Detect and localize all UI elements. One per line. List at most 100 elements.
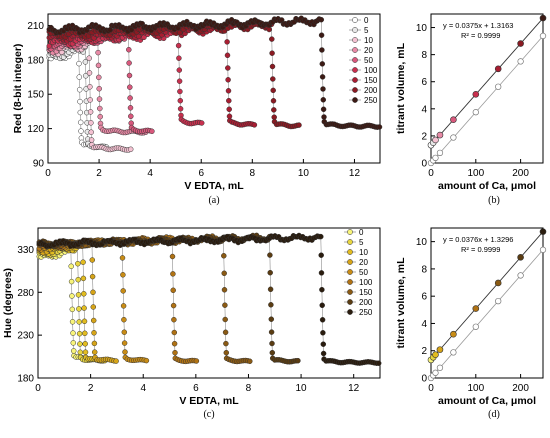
x-axis-label: amount of Ca, μmol: [438, 395, 536, 407]
data-point: [95, 62, 102, 69]
reference-point: [472, 109, 479, 116]
legend-label: 50: [359, 268, 368, 277]
y-tick-label: 210: [27, 21, 44, 32]
data-point: [271, 107, 277, 113]
plot-frame: [47, 13, 381, 164]
data-point: [90, 289, 96, 296]
data-point: [320, 341, 327, 347]
y-tick-label: 10: [416, 237, 428, 248]
data-point: [77, 109, 84, 116]
data-point: [319, 47, 325, 53]
y-axis-label: titrant volume, mL: [395, 42, 407, 134]
panel-label: (c): [203, 409, 214, 420]
y-tick-label: 180: [17, 374, 34, 385]
plot-frame: [37, 227, 381, 379]
data-point: [77, 349, 84, 356]
legend-label: 250: [364, 96, 378, 105]
legend-label: 20: [364, 46, 373, 55]
data-point: [126, 72, 133, 79]
data-point: [69, 319, 76, 325]
y-tick-label: 280: [17, 288, 34, 299]
x-tick-label: 2: [88, 383, 94, 394]
y-tick-label: 2: [421, 346, 427, 357]
data-point: [494, 279, 502, 287]
legend-label: 250: [359, 308, 373, 317]
data-point: [119, 255, 126, 261]
data-point: [320, 86, 326, 92]
data-point: [268, 302, 274, 308]
legend-marker: [347, 229, 353, 235]
y-axis-label: Hue (degrees): [2, 268, 14, 338]
y-tick-label: 4: [421, 319, 427, 330]
x-tick-label: 12: [349, 168, 361, 179]
data-point: [223, 340, 229, 347]
data-point: [176, 78, 183, 84]
legend-label: 200: [364, 86, 378, 95]
data-point: [472, 305, 480, 312]
data-point: [97, 113, 103, 120]
data-point: [319, 317, 326, 323]
reference-point: [436, 364, 444, 371]
legend-label: 10: [364, 36, 373, 45]
data-point: [376, 124, 383, 130]
legend-label: 20: [359, 258, 368, 267]
x-axis-label: amount of Ca, μmol: [438, 180, 536, 192]
y-tick-label: 8: [421, 264, 427, 275]
data-point: [95, 49, 101, 56]
data-point: [149, 128, 155, 135]
series-200: [36, 232, 301, 365]
legend-label: 5: [364, 26, 369, 35]
data-point: [268, 316, 275, 322]
data-point: [225, 65, 231, 71]
data-point: [318, 233, 324, 240]
data-point: [295, 357, 301, 364]
data-point: [271, 114, 277, 120]
legend-label: 200: [359, 298, 373, 307]
data-point: [176, 55, 182, 61]
legend-label: 0: [364, 16, 369, 25]
legend-label: 100: [364, 66, 378, 75]
legend-marker: [352, 27, 358, 33]
data-point: [176, 67, 183, 73]
y-axis-label: Red (8-bit integer): [12, 44, 24, 134]
data-point: [318, 270, 325, 276]
legend-label: 150: [364, 76, 378, 85]
data-point: [81, 318, 88, 325]
data-point: [88, 137, 95, 143]
data-point: [86, 55, 92, 61]
data-point: [120, 303, 127, 309]
y-tick-label: 0: [421, 374, 427, 385]
x-tick-label: 8: [246, 383, 252, 394]
fit-line: [430, 17, 544, 146]
data-point: [175, 42, 182, 49]
data-point: [472, 91, 480, 98]
data-point: [226, 106, 232, 113]
legend-label: 10: [359, 248, 368, 257]
data-point: [91, 330, 97, 336]
data-point: [82, 73, 89, 79]
legend-label: 150: [359, 288, 373, 297]
data-point: [269, 50, 275, 56]
y-tick-label: 330: [17, 245, 34, 256]
data-point: [171, 316, 177, 323]
x-tick-label: 10: [298, 168, 310, 179]
reference-point: [450, 134, 457, 141]
data-point: [68, 278, 75, 285]
x-tick-label: 200: [512, 383, 529, 394]
legend-marker: [347, 239, 353, 245]
x-tick-label: 10: [296, 383, 308, 394]
data-point: [127, 105, 134, 111]
y-tick-label: 6: [421, 292, 427, 303]
data-point: [120, 272, 126, 278]
fit-r-squared: R² = 0.9999: [461, 245, 500, 254]
y-tick-label: 90: [33, 159, 45, 170]
data-point: [436, 346, 444, 353]
data-point: [82, 330, 88, 337]
data-point: [223, 349, 230, 356]
data-point: [177, 88, 183, 95]
reference-point: [517, 272, 524, 279]
reference-point: [432, 154, 439, 162]
data-point: [222, 329, 229, 336]
data-point: [436, 131, 444, 139]
